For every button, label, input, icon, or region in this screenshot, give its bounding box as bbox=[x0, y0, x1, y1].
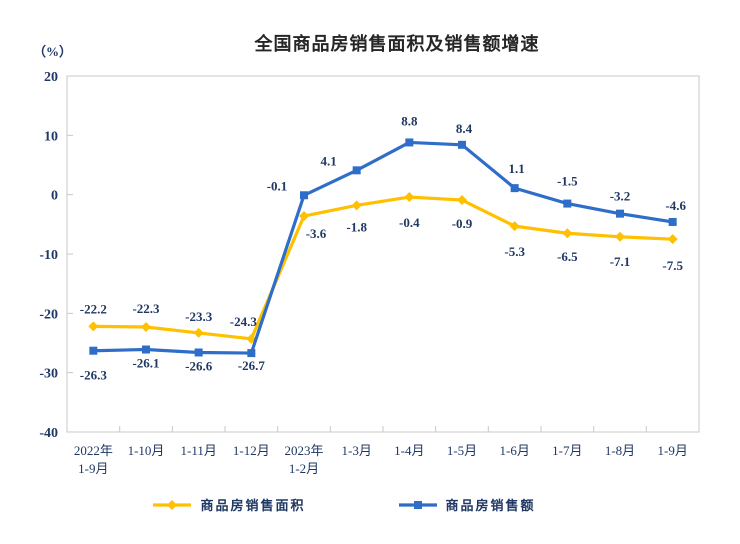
legend-item-sales-area: 商品房销售面积 bbox=[152, 495, 305, 514]
data-point-marker bbox=[616, 209, 624, 218]
data-point-marker bbox=[299, 211, 309, 222]
legend-item-sales-amount: 商品房销售额 bbox=[398, 495, 536, 514]
y-axis-tick-label: -40 bbox=[39, 426, 58, 441]
data-point-marker bbox=[668, 217, 677, 226]
data-point-marker bbox=[89, 346, 98, 355]
data-point-marker bbox=[246, 333, 257, 344]
data-point-marker bbox=[458, 140, 466, 149]
data-point-marker bbox=[615, 231, 625, 242]
y-axis-tick-label: 10 bbox=[44, 129, 58, 144]
x-axis-tick-label: 1-11月 bbox=[180, 443, 216, 458]
data-label: -23.3 bbox=[185, 309, 213, 324]
data-label: 8.4 bbox=[456, 121, 473, 136]
x-axis-tick-label: 1-3月 bbox=[341, 443, 371, 458]
data-label: -3.6 bbox=[306, 226, 327, 241]
data-label: -26.7 bbox=[238, 358, 266, 373]
data-label: -22.2 bbox=[80, 301, 107, 316]
data-label: 1.1 bbox=[509, 161, 525, 176]
data-label: -26.3 bbox=[80, 368, 108, 383]
data-label: 4.1 bbox=[321, 153, 337, 168]
data-label: -6.5 bbox=[557, 249, 578, 264]
data-label: -26.1 bbox=[132, 356, 159, 371]
y-axis-tick-label: -10 bbox=[39, 248, 58, 263]
data-label: -5.3 bbox=[504, 244, 525, 259]
data-label: -1.5 bbox=[557, 174, 578, 189]
chart-title: 全国商品房销售面积及销售额增速 bbox=[254, 34, 540, 54]
plot-frame bbox=[66, 75, 700, 433]
data-point-marker bbox=[88, 321, 99, 332]
data-point-marker bbox=[352, 166, 361, 175]
data-point-marker bbox=[510, 184, 519, 193]
y-axis-tick-label: 20 bbox=[44, 70, 58, 85]
x-axis-tick-label: 1-9月 bbox=[657, 443, 687, 458]
data-point-marker bbox=[509, 221, 520, 232]
legend: 商品房销售面积 商品房销售额 bbox=[0, 495, 714, 514]
data-label: -0.9 bbox=[452, 216, 473, 231]
y-axis-tick-label: -30 bbox=[39, 367, 58, 382]
data-point-marker bbox=[404, 192, 415, 203]
data-point-marker bbox=[193, 327, 204, 338]
data-point-marker bbox=[563, 199, 572, 208]
legend-label-sales-amount: 商品房销售额 bbox=[445, 498, 536, 513]
y-axis-tick-label: -20 bbox=[39, 307, 58, 322]
data-label: -7.5 bbox=[662, 258, 683, 273]
data-point-marker bbox=[247, 349, 256, 358]
data-point-marker bbox=[562, 228, 573, 239]
x-axis-tick-label: 2022年 bbox=[74, 443, 113, 458]
series-line bbox=[91, 195, 675, 341]
x-axis-tick-label: 1-5月 bbox=[447, 443, 477, 458]
data-point-marker bbox=[351, 200, 362, 211]
data-point-marker bbox=[142, 345, 150, 354]
x-axis-tick-label: 1-10月 bbox=[128, 443, 165, 458]
data-label: -7.1 bbox=[610, 254, 631, 269]
data-label: -4.6 bbox=[665, 198, 686, 213]
x-axis-tick-label: 1-8月 bbox=[605, 443, 635, 458]
data-label: -0.4 bbox=[399, 215, 420, 230]
data-point-marker bbox=[300, 191, 308, 200]
data-label: -0.1 bbox=[267, 178, 288, 193]
data-label: -3.2 bbox=[610, 189, 631, 204]
data-point-marker bbox=[194, 348, 203, 357]
x-axis-tick-label: 1-6月 bbox=[499, 443, 529, 458]
x-axis-tick-label: 1-9月 bbox=[78, 461, 108, 476]
data-label: -26.6 bbox=[185, 358, 213, 373]
series-line bbox=[91, 140, 675, 355]
data-label: 8.8 bbox=[401, 113, 418, 128]
y-axis-unit-label: （%） bbox=[33, 44, 73, 59]
x-axis-tick-label: 2023年 bbox=[284, 443, 323, 458]
data-point-marker bbox=[667, 234, 678, 245]
data-label: -1.8 bbox=[346, 219, 367, 234]
sales-area-line-marker-icon bbox=[152, 498, 192, 512]
data-point-marker bbox=[457, 195, 467, 206]
line-chart-plot: 20 10 0 -10 -20 -30 -40 2022年 1-9月 1-10月 1-11月 1-12… bbox=[39, 70, 700, 476]
x-axis-tick-label: 1-12月 bbox=[233, 443, 270, 458]
data-point-marker bbox=[141, 321, 151, 332]
data-label: -24.3 bbox=[230, 314, 258, 329]
x-axis-tick-label: 1-2月 bbox=[289, 461, 319, 476]
data-point-marker bbox=[405, 138, 414, 147]
legend-label-sales-area: 商品房销售面积 bbox=[200, 498, 306, 513]
x-axis-tick-label: 1-7月 bbox=[552, 443, 582, 458]
data-label: -22.3 bbox=[132, 301, 160, 316]
sales-amount-line-marker-icon bbox=[398, 498, 438, 512]
y-axis-tick-label: 0 bbox=[51, 189, 58, 204]
x-axis-tick-label: 1-4月 bbox=[394, 443, 424, 458]
